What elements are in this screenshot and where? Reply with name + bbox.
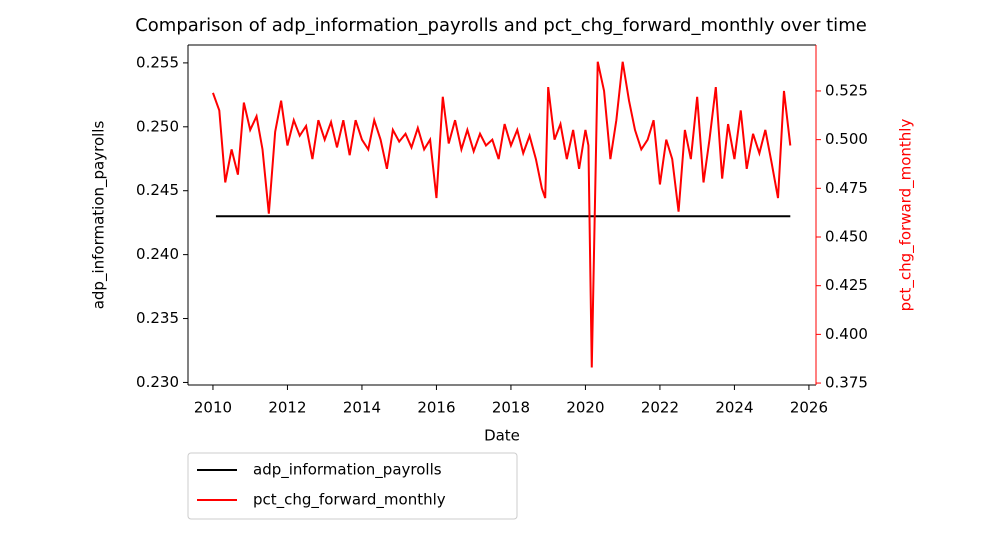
- legend-box: [187, 452, 518, 520]
- y-tick-label: 0.235: [136, 309, 179, 327]
- y-tick-label: 0.230: [136, 373, 179, 391]
- x-tick-label: 2016: [417, 399, 455, 417]
- legend-label: pct_chg_forward_monthly: [253, 491, 446, 510]
- y2-tick-label: 0.400: [825, 325, 868, 343]
- x-tick-label: 2020: [566, 399, 604, 417]
- x-tick-label: 2010: [194, 399, 232, 417]
- y-tick-label: 0.250: [136, 117, 179, 135]
- line-series: [212, 61, 792, 368]
- y2-tick-label: 0.500: [825, 130, 868, 148]
- legend-label: adp_information_payrolls: [253, 461, 442, 480]
- y2-tick-label: 0.450: [825, 228, 868, 246]
- y2-tick-label: 0.475: [825, 179, 868, 197]
- chart-title: Comparison of adp_information_payrolls a…: [135, 15, 867, 36]
- x-tick-label: 2024: [715, 399, 753, 417]
- x-tick-label: 2018: [492, 399, 530, 417]
- x-tick-label: 2014: [343, 399, 381, 417]
- y-tick-label: 0.245: [136, 181, 179, 199]
- y2-tick-label: 0.375: [825, 374, 868, 392]
- x-tick-label: 2022: [641, 399, 679, 417]
- x-tick-label: 2026: [790, 399, 828, 417]
- x-tick-label: 2012: [268, 399, 306, 417]
- y-tick-label: 0.240: [136, 245, 179, 263]
- y-tick-label: 0.255: [136, 53, 179, 71]
- y2-tick-label: 0.525: [825, 81, 868, 99]
- y2-tick-label: 0.425: [825, 276, 868, 294]
- y2-axis-label: pct_chg_forward_monthly: [897, 119, 916, 312]
- y-axis-label: adp_information_payrolls: [90, 121, 109, 310]
- x-axis-label: Date: [484, 427, 520, 445]
